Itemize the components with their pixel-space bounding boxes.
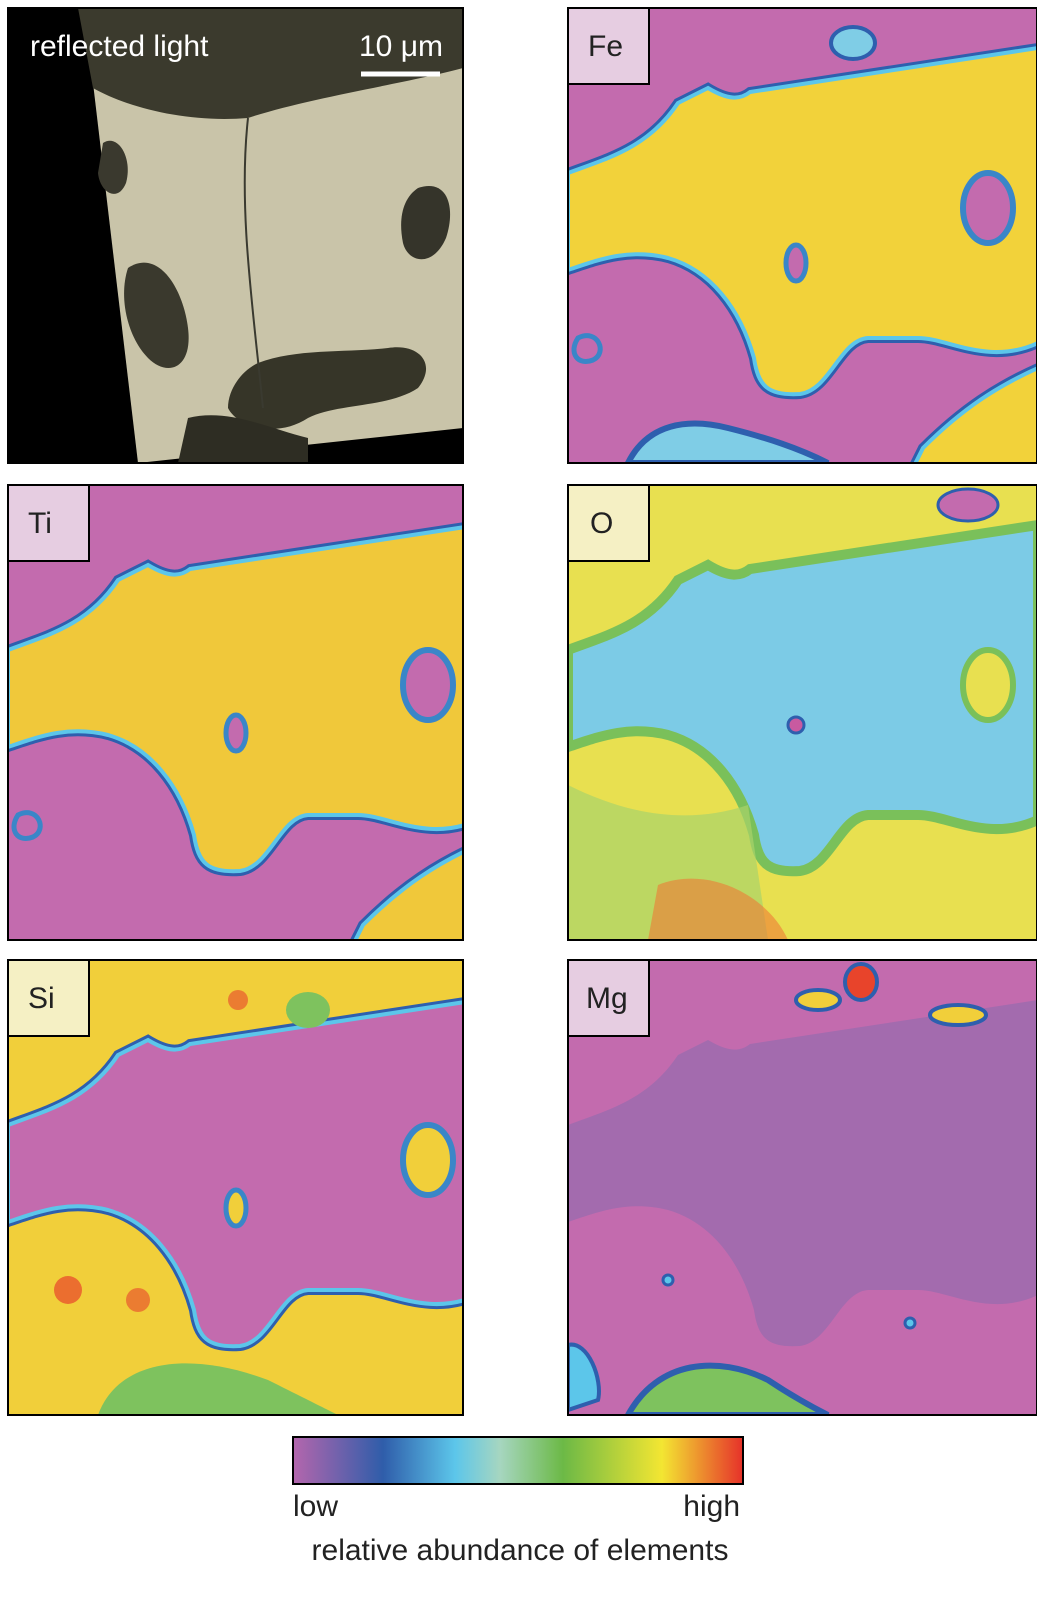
panel-label: Fe [588,30,623,63]
colorbar-low: low [293,1490,338,1523]
fe-panel: Fe [568,8,1037,478]
colorbar-high: high [683,1490,740,1523]
panel-label: reflected light [30,30,209,63]
mg-panel: Mg [568,960,1037,1415]
colorbar [293,1437,743,1484]
ti-panel: Ti [8,485,478,955]
reflected-light-panel: reflected light 10 μm [8,8,463,463]
colorbar-caption: relative abundance of elements [312,1534,729,1567]
o-panel: O [568,485,1037,940]
panel-label: Ti [28,507,52,540]
panel-label: Si [28,982,55,1015]
panel-label: O [590,507,613,540]
panel-label: Mg [586,982,628,1015]
figure: reflected light 10 μm Fe [0,0,1037,1601]
si-panel: Si [8,960,478,1415]
scale-label: 10 μm [359,30,443,63]
